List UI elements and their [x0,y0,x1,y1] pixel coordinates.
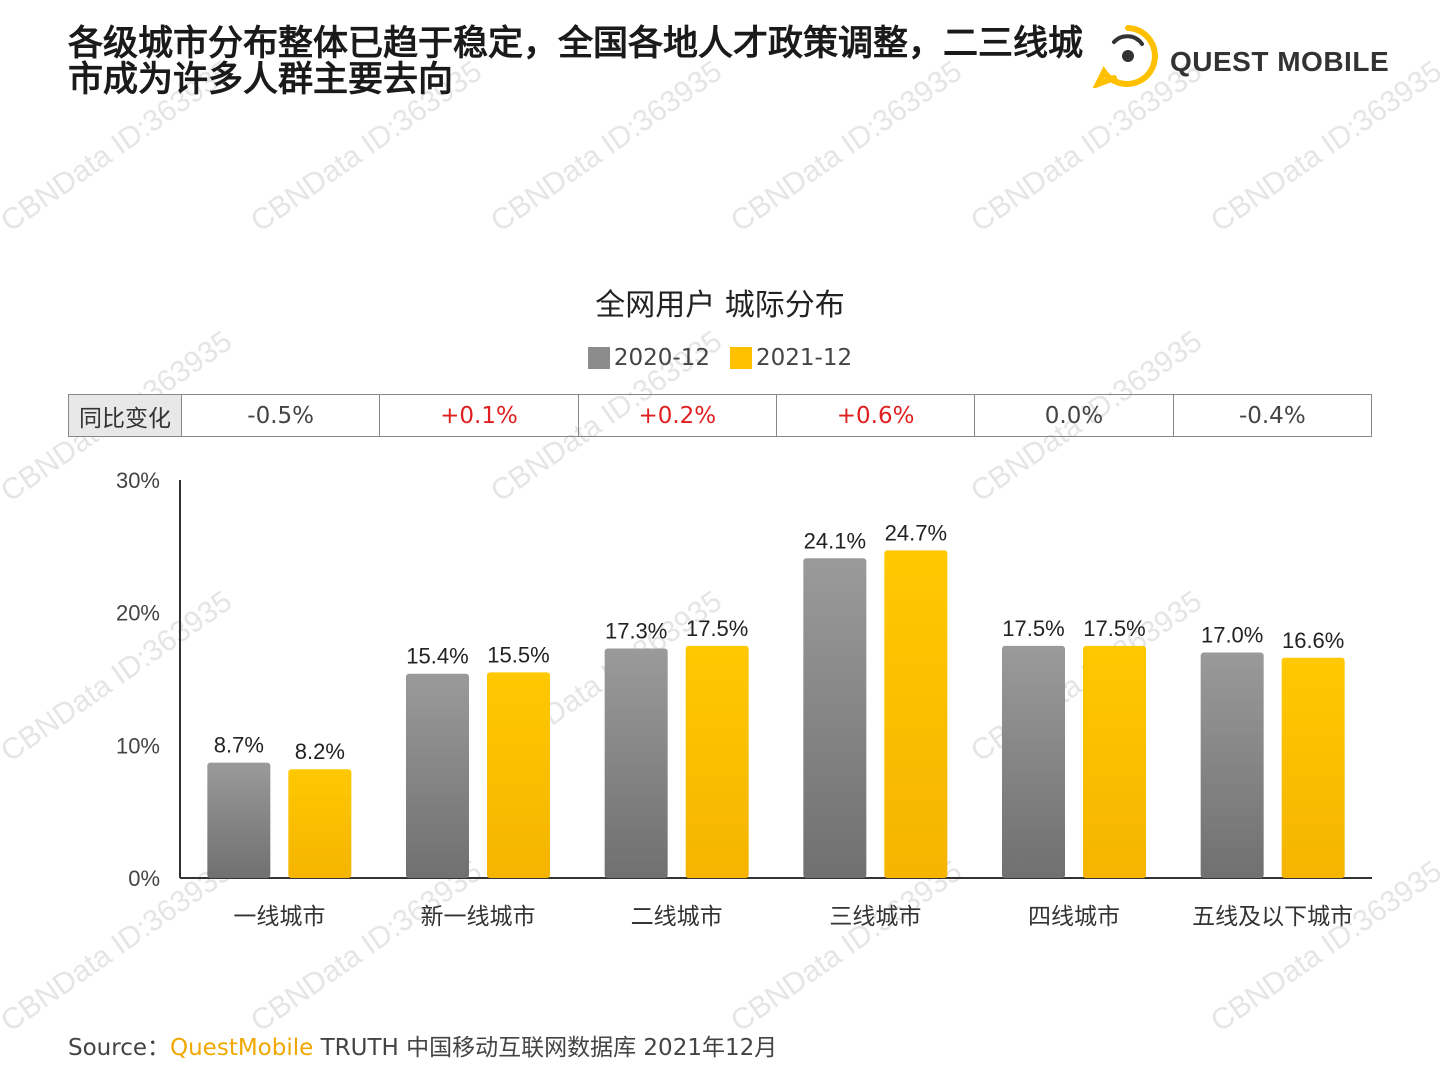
bar-2021-12 [685,645,749,878]
yoy-row-label: 同比变化 [69,395,182,436]
bar-2020-12 [1002,645,1065,878]
data-label: 17.5% [1083,616,1145,641]
y-tick-label: 0% [128,866,160,891]
x-tick-label: 五线及以下城市 [1192,904,1353,930]
data-label: 16.6% [1282,628,1344,653]
data-label: 17.0% [1201,622,1263,647]
y-tick-label: 20% [116,601,160,626]
source-brand: QuestMobile [170,1035,314,1061]
data-label: 8.2% [295,739,345,764]
x-tick-label: 新一线城市 [421,904,536,930]
data-label: 8.7% [214,733,264,758]
data-label: 17.5% [686,616,748,641]
data-label: 24.7% [885,520,947,545]
x-tick-label: 四线城市 [1028,904,1120,930]
legend: 2020-12 2021-12 [0,345,1440,371]
bar-chart: 0% 10% 20% 30% 8.7% 8.2% 一线城市 15.4% 15.5% 新一线城市 17… [116,468,1372,930]
source-text: TRUTH 中国移动互联网数据库 2021年12月 [313,1035,778,1061]
x-tick-label: 一线城市 [233,904,325,930]
yoy-cell: -0.4% [1238,402,1306,429]
legend-swatch-2020 [587,347,610,369]
data-label: 15.5% [487,642,549,667]
y-tick-label: 10% [116,733,160,758]
bar-2020-12 [803,558,867,878]
yoy-cell: 0.0% [975,395,1174,436]
bar-2020-12 [406,673,469,878]
source-note: Source：QuestMobile TRUTH 中国移动互联网数据库 2021… [68,1028,777,1062]
legend-item-2020: 2020-12 [587,345,710,371]
bar-2020-12 [1200,652,1264,878]
yoy-cell: -0.5% [182,395,381,436]
y-tick-label: 30% [116,468,160,493]
logo-text: QUEST MOBILE [1170,46,1390,77]
yoy-cell: +0.1% [380,395,579,436]
questmobile-logo-icon [1092,25,1158,88]
data-label: 17.5% [1002,616,1064,641]
bar-2021-12 [487,672,550,878]
yoy-cell: +0.6% [777,395,976,436]
data-label: 15.4% [406,644,468,669]
chart-title: 全网用户 城际分布 [595,288,845,323]
legend-swatch-2021 [730,347,752,369]
page-title: 各级城市分布整体已趋于稳定，全国各地人才政策调整，二三线城市成为许多人群主要去向 [68,24,1084,100]
source-prefix: Source： [68,1035,170,1061]
yoy-change-table: 同比变化 -0.5% +0.1% +0.2% +0.6% 0.0% -0.4% [68,394,1372,437]
bar-2021-12 [884,550,948,878]
bar-2021-12 [288,769,352,878]
bar-2020-12 [604,648,668,878]
data-label: 24.1% [804,528,866,553]
legend-label-2021: 2021-12 [756,345,853,371]
bar-2021-12 [1281,657,1345,878]
yoy-cell: +0.2% [579,395,777,436]
x-tick-label: 三线城市 [829,904,921,930]
bar-2020-12 [207,762,271,878]
x-tick-label: 二线城市 [631,904,723,930]
questmobile-logo: QUEST MOBILE [1092,22,1389,92]
data-label: 17.3% [605,618,667,643]
bar-2021-12 [1083,645,1146,878]
legend-item-2021: 2021-12 [730,345,852,371]
legend-label-2020: 2020-12 [613,345,710,371]
